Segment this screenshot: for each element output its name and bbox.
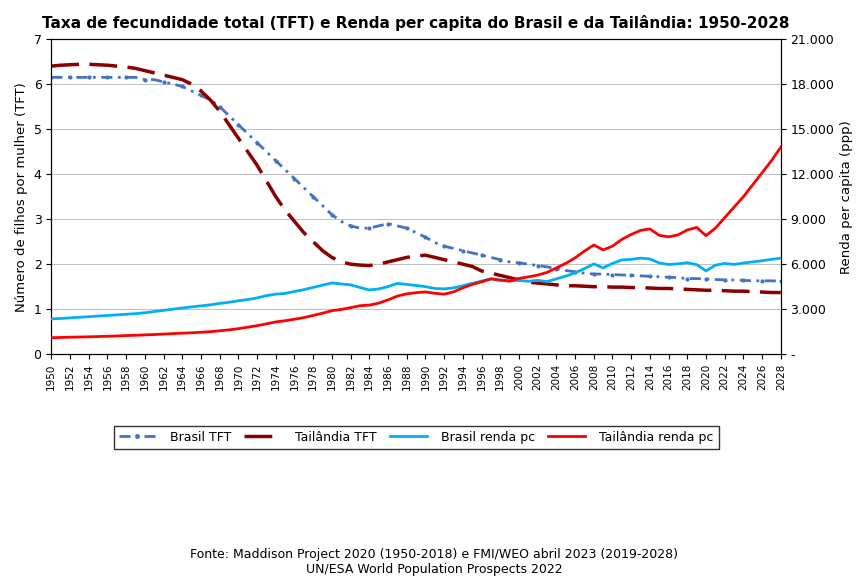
Brasil TFT (345, 222, 356, 229)
Title: Taxa de fecundidade total (TFT) e Renda per capita do Brasil e da Tailândia: 195: Taxa de fecundidade total (TFT) e Renda … (43, 15, 790, 31)
Tailândia TFT (345, 261, 356, 268)
Tailândia renda pc (224, 327, 234, 333)
Tailândia renda pc (579, 247, 589, 254)
Line: Brasil renda pc: Brasil renda pc (51, 258, 781, 319)
Tailândia renda pc (242, 324, 253, 331)
Text: Fonte: Maddison Project 2020 (1950-2018) e FMI/WEO abril 2023 (2019-2028)
UN/ESA: Fonte: Maddison Project 2020 (1950-2018)… (190, 548, 678, 576)
Brasil TFT (336, 218, 346, 225)
Y-axis label: Número de filhos por mulher (TFT): Número de filhos por mulher (TFT) (15, 82, 28, 311)
Brasil TFT (224, 112, 234, 119)
Brasil renda pc (635, 255, 646, 262)
Tailândia renda pc (336, 306, 346, 313)
Brasil renda pc (776, 255, 786, 262)
Tailândia TFT (766, 289, 777, 296)
Brasil TFT (776, 278, 786, 285)
Brasil renda pc (579, 265, 589, 272)
Brasil renda pc (46, 315, 56, 322)
Tailândia renda pc (467, 281, 477, 288)
Line: Brasil TFT: Brasil TFT (49, 74, 784, 284)
Tailândia TFT (589, 283, 599, 290)
Tailândia renda pc (776, 144, 786, 151)
Brasil TFT (46, 74, 56, 81)
Tailândia TFT (776, 289, 786, 296)
Brasil TFT (242, 130, 253, 137)
Tailândia TFT (46, 63, 56, 70)
Tailândia TFT (477, 267, 487, 274)
Brasil renda pc (467, 280, 477, 287)
Brasil renda pc (345, 281, 356, 288)
Tailândia TFT (252, 162, 262, 169)
Tailândia TFT (355, 261, 365, 268)
Line: Tailândia renda pc: Tailândia renda pc (51, 147, 781, 338)
Legend:  Brasil TFT,  Tailândia TFT,  Brasil renda pc,  Tailândia renda pc: Brasil TFT, Tailândia TFT, Brasil renda … (114, 426, 719, 449)
Brasil renda pc (224, 299, 234, 306)
Brasil TFT (467, 250, 477, 257)
Tailândia TFT (233, 134, 244, 141)
Tailândia TFT (74, 61, 84, 68)
Brasil TFT (579, 269, 589, 276)
Line: Tailândia TFT: Tailândia TFT (51, 65, 781, 293)
Tailândia renda pc (345, 304, 356, 311)
Brasil renda pc (336, 281, 346, 288)
Brasil renda pc (242, 296, 253, 303)
Tailândia renda pc (46, 334, 56, 341)
Y-axis label: Renda per capita (ppp): Renda per capita (ppp) (840, 120, 853, 274)
